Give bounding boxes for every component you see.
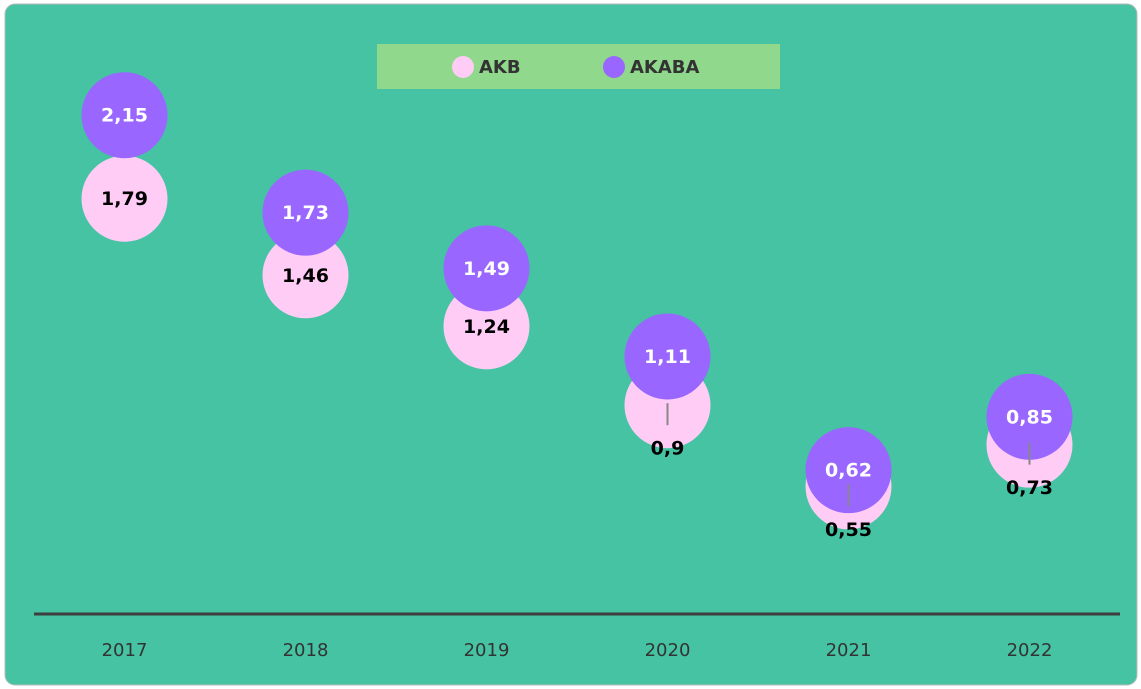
bubble [624,313,711,400]
bubble [262,169,349,256]
bubble [986,373,1073,460]
x-tick-label: 2021 [826,640,872,661]
legend-label: AKB [479,57,521,78]
data-label: 0,55 [825,519,872,541]
x-tick-label: 2019 [464,640,510,661]
x-tick-label: 2020 [645,640,691,661]
bubble [443,225,530,312]
data-label: 0,85 [1006,406,1053,428]
bubble [805,427,892,514]
x-tick-label: 2022 [1007,640,1053,661]
data-label: 1,24 [463,316,510,338]
data-label: 1,11 [644,346,691,368]
bubble [81,155,168,242]
data-label: 2,15 [101,105,148,127]
data-label: 1,73 [282,202,329,224]
legend-swatch [452,56,474,78]
data-label: 0,9 [651,438,685,460]
legend-label: AKABA [630,57,700,78]
legend-box [377,44,780,89]
x-tick-label: 2017 [102,640,148,661]
card [4,3,1138,686]
data-label: 0,62 [825,460,872,482]
bubble [81,72,168,159]
data-label: 1,49 [463,258,510,280]
bubble [262,232,349,319]
data-label: 1,46 [282,265,329,287]
legend-swatch [603,56,625,78]
data-label: 1,79 [101,188,148,210]
data-label: 0,73 [1006,477,1053,499]
x-tick-label: 2018 [283,640,329,661]
